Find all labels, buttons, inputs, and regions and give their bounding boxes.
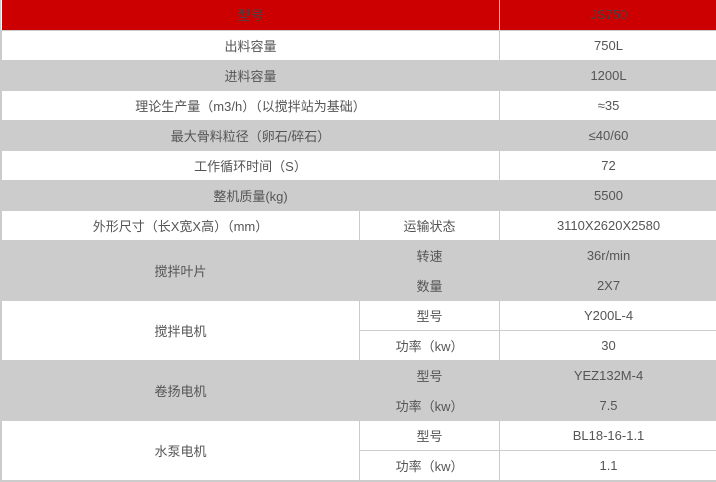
spec-value: 2X7 <box>499 269 716 301</box>
table-row-dimensions: 外形尺寸（长X宽X高）（mm） 运输状态 3110X2620X2580 <box>1 209 716 241</box>
table-row-group: 搅拌叶片 转速 36r/min <box>1 239 716 301</box>
group-label: 搅拌叶片 <box>1 239 360 301</box>
spec-label: 理论生产量（m3/h）（以搅拌站为基础） <box>0 89 501 121</box>
spec-label: 外形尺寸（长X宽X高）（mm） <box>1 209 360 241</box>
table-row: 功率（kw） 7.5 <box>2 389 716 421</box>
spec-value: 750L <box>499 29 716 61</box>
spec-sub-label: 转速 <box>358 239 501 271</box>
spec-sub-label: 数量 <box>358 269 501 301</box>
spec-sub-label: 功率（kw） <box>358 449 501 481</box>
table-header-row: 型号 JS750 <box>1 0 716 30</box>
table-row: 工作循环时间（S） 72 <box>0 149 716 181</box>
group-label: 卷扬电机 <box>1 359 360 421</box>
spec-value: 36r/min <box>499 239 716 271</box>
table-row: 理论生产量（m3/h）（以搅拌站为基础） ≈35 <box>0 89 716 121</box>
spec-sub-label: 型号 <box>358 419 501 451</box>
table-row: 整机质量(kg) 5500 <box>0 179 716 211</box>
group-label: 水泵电机 <box>1 419 360 481</box>
table-row: 最大骨料粒径（卵石/碎石） ≤40/60 <box>0 119 716 151</box>
table-row: 出料容量 750L <box>0 29 716 61</box>
spec-label: 进料容量 <box>0 59 501 91</box>
spec-value: 30 <box>499 329 716 361</box>
spec-label: 出料容量 <box>0 29 501 61</box>
group-label: 搅拌电机 <box>1 299 360 361</box>
spec-value: Y200L-4 <box>499 299 716 331</box>
spec-value: 7.5 <box>499 389 716 421</box>
spec-value: YEZ132M-4 <box>499 359 716 391</box>
spec-value: 72 <box>499 149 716 181</box>
spec-value: 1200L <box>499 59 716 91</box>
table-row-group: 水泵电机 型号 BL18-16-1.1 <box>1 419 716 481</box>
spec-label: 整机质量(kg) <box>0 179 501 211</box>
spec-label: 工作循环时间（S） <box>0 149 501 181</box>
spec-value: 3110X2620X2580 <box>499 209 716 241</box>
header-model-label: 型号 <box>1 0 500 30</box>
table-row-group: 搅拌电机 型号 Y200L-4 <box>1 299 716 361</box>
spec-label: 最大骨料粒径（卵石/碎石） <box>0 119 501 151</box>
spec-sub-label: 型号 <box>358 359 501 391</box>
table-row: 功率（kw） 1.1 <box>2 449 716 481</box>
header-model-value: JS750 <box>499 0 716 30</box>
table-row-group: 卷扬电机 型号 YEZ132M-4 <box>1 359 716 421</box>
spec-sub-label: 功率（kw） <box>358 389 501 421</box>
spec-value: BL18-16-1.1 <box>499 419 716 451</box>
spec-sub-label: 运输状态 <box>358 209 501 241</box>
spec-sub-label: 型号 <box>358 299 501 331</box>
spec-value: ≤40/60 <box>499 119 716 151</box>
table-row: 进料容量 1200L <box>0 59 716 91</box>
spec-value: 1.1 <box>499 449 716 481</box>
spec-value: 5500 <box>499 179 716 211</box>
spec-sub-label: 功率（kw） <box>358 329 501 361</box>
spec-value: ≈35 <box>499 89 716 121</box>
